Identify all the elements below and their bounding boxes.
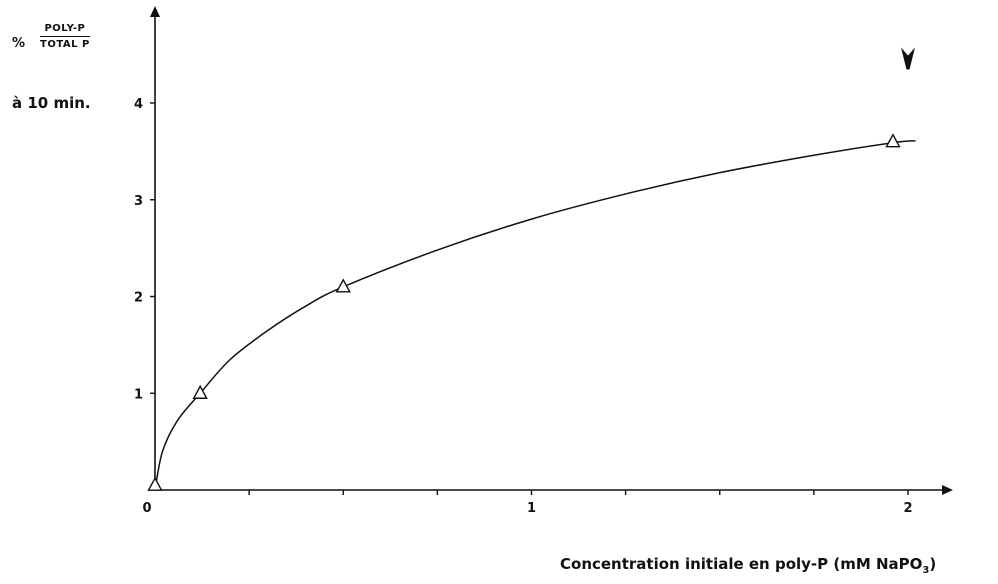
tick-labels: 0 1 2 1 2 3 4 (134, 97, 913, 516)
ticks (150, 102, 909, 495)
y-axis-label-denominator: TOTAL P (40, 39, 90, 50)
x-axis-label-suffix: ) (929, 555, 937, 573)
x-axis-arrow-icon (942, 485, 953, 495)
arrow-marker-layer (901, 47, 915, 70)
data-point-triangle (147, 476, 163, 491)
y-tick-label: 1 (134, 387, 143, 402)
y-tick-label: 4 (134, 97, 143, 112)
x-axis-label-subscript: 3 (922, 565, 930, 576)
x-tick-label: 0 (142, 501, 151, 516)
y-axis-arrow-icon (150, 6, 160, 17)
y-axis-label-percent: % (12, 36, 26, 51)
data-point-triangle (335, 278, 351, 293)
y-axis-label-numerator: POLY-P (40, 23, 90, 37)
x-tick-label: 1 (527, 501, 536, 516)
fit-curve-layer (154, 139, 916, 491)
y-tick-label: 2 (134, 291, 143, 306)
y-tick-label: 3 (134, 194, 143, 209)
arrow-marker-icon (901, 47, 915, 70)
fit-curve (154, 139, 916, 491)
data-point-triangle (192, 384, 208, 399)
y-axis-label-fraction: POLY-P TOTAL P (40, 23, 90, 50)
y-axis-label-time: à 10 min. (12, 94, 91, 112)
data-points (147, 133, 901, 491)
x-axis-label: Concentration initiale en poly-P (mM NaP… (560, 555, 936, 576)
data-point-triangle (885, 133, 901, 148)
axes (150, 6, 953, 495)
x-axis-label-text: Concentration initiale en poly-P (mM NaP… (560, 555, 923, 573)
x-tick-label: 2 (903, 501, 912, 516)
